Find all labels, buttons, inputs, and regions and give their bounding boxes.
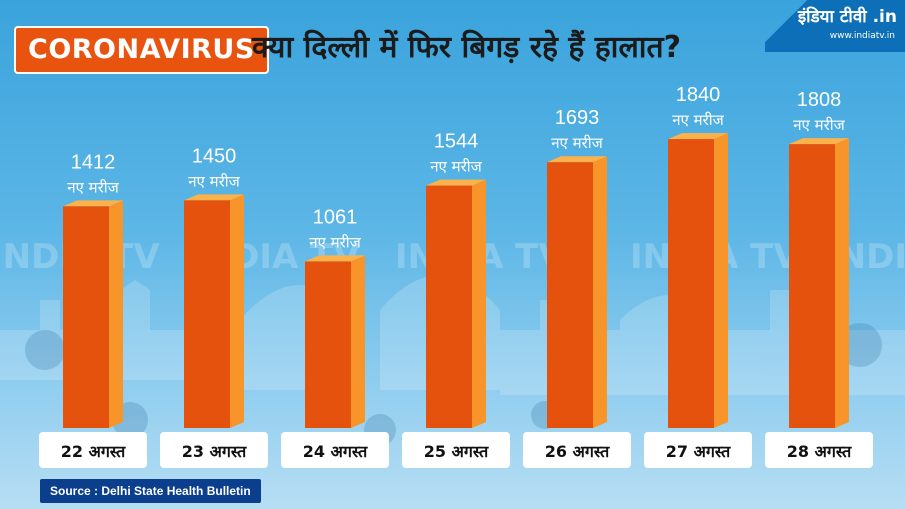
data-label-value: 1693	[555, 107, 600, 129]
data-label-suffix: नए मरीज	[430, 158, 482, 176]
bar-side	[835, 138, 849, 429]
x-tick-label: 25 अगस्त	[424, 442, 489, 461]
data-label-value: 1840	[676, 84, 721, 106]
category-label-box	[281, 432, 389, 468]
x-tick-label: 28 अगस्त	[787, 442, 852, 461]
bar	[184, 200, 230, 428]
bar-side	[230, 194, 244, 428]
x-tick-label: 24 अगस्त	[303, 442, 368, 461]
x-tick-label: 23 अगस्त	[182, 442, 247, 461]
bar-side	[109, 200, 123, 428]
data-label-suffix: नए मरीज	[793, 116, 845, 134]
category-label-box	[523, 432, 631, 468]
bar	[305, 261, 351, 428]
data-label-value: 1061	[313, 206, 358, 228]
data-label-suffix: नए मरीज	[672, 111, 724, 129]
source-note: Source : Delhi State Health Bulletin	[40, 479, 261, 503]
data-label-suffix: नए मरीज	[309, 233, 361, 251]
bar-top	[305, 255, 365, 262]
data-label-value: 1412	[71, 151, 116, 173]
bar	[547, 162, 593, 428]
data-label-value: 1450	[192, 145, 237, 167]
topic-badge: CORONAVIRUS	[14, 26, 269, 74]
channel-logo: इंडिया टीवी .in www.indiatv.in	[765, 0, 905, 52]
x-tick-label: 26 अगस्त	[545, 442, 610, 461]
bar	[426, 185, 472, 428]
category-label-box	[765, 432, 873, 468]
bar-top	[184, 194, 244, 201]
data-label-suffix: नए मरीज	[551, 134, 603, 152]
bar	[63, 206, 109, 428]
bar-side	[351, 255, 365, 428]
data-label-suffix: नए मरीज	[188, 172, 240, 190]
logo-url: www.indiatv.in	[829, 31, 895, 41]
bar-top	[789, 138, 849, 145]
bar-side	[472, 179, 486, 428]
bar-top	[547, 156, 607, 163]
bar-side	[593, 156, 607, 428]
x-tick-label: 27 अगस्त	[666, 442, 731, 461]
bar-top	[63, 200, 123, 207]
bar-top	[426, 179, 486, 186]
data-label-value: 1544	[434, 131, 479, 153]
logo-text: इंडिया टीवी .in	[797, 7, 897, 27]
data-label-value: 1808	[797, 89, 842, 111]
category-label-box	[644, 432, 752, 468]
bar	[668, 139, 714, 428]
category-label-box	[402, 432, 510, 468]
bar-side	[714, 133, 728, 428]
page-title: क्या दिल्ली में फिर बिगड़ रहे हैं हालात?	[252, 30, 682, 65]
x-tick-label: 22 अगस्त	[61, 442, 126, 461]
category-label-box	[160, 432, 268, 468]
bar-top	[668, 133, 728, 140]
bar	[789, 144, 835, 429]
category-label-box	[39, 432, 147, 468]
data-label-suffix: नए मरीज	[67, 178, 119, 196]
